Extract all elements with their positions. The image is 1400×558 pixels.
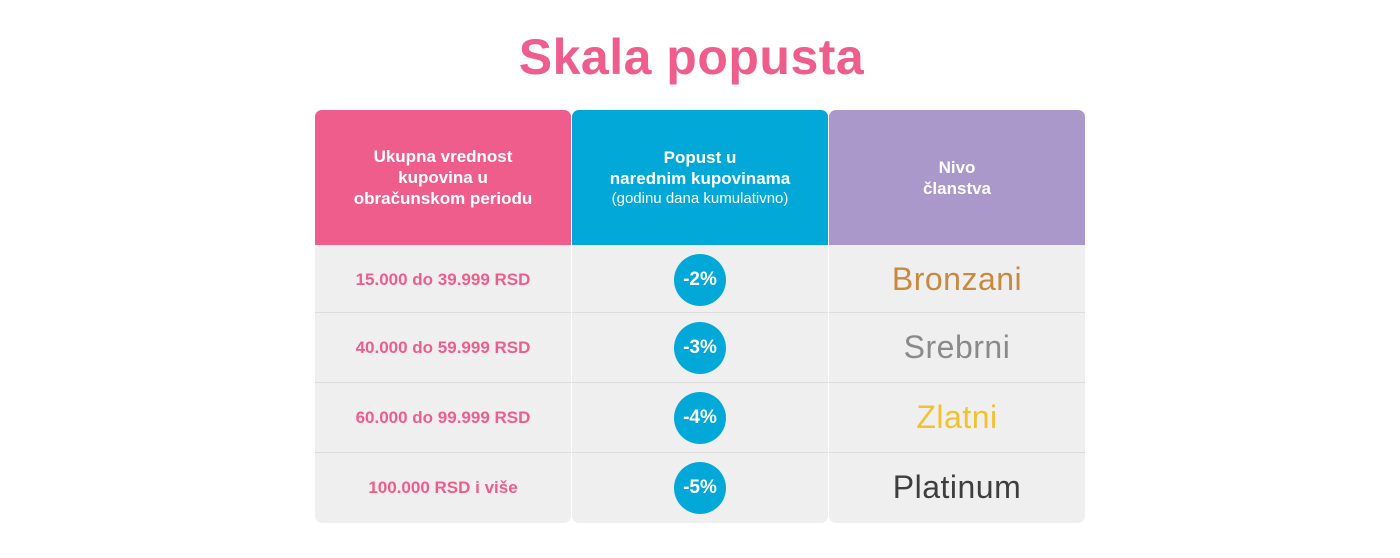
membership-column: Nivo članstva Bronzani Srebrni Zlatni Pl… (829, 110, 1085, 523)
membership-level: Srebrni (903, 329, 1011, 365)
header-line: Nivo (938, 157, 976, 177)
amount-value: 60.000 do 99.999 RSD (355, 407, 531, 427)
membership-cell: Srebrni (829, 312, 1085, 382)
amount-cell: 15.000 do 39.999 RSD (315, 245, 571, 314)
membership-cell: Bronzani (829, 245, 1085, 314)
header-line: narednim kupovinama (609, 168, 791, 188)
amount-value: 100.000 RSD i više (368, 477, 518, 497)
discount-badge: -4% (674, 391, 726, 444)
membership-level: Platinum (892, 469, 1022, 505)
discount-column-header: Popust u narednim kupovinama (godinu dan… (572, 110, 828, 245)
amount-column-header: Ukupna vrednost kupovina u obračunskom p… (315, 110, 571, 245)
amount-value: 40.000 do 59.999 RSD (355, 337, 531, 357)
amount-column: Ukupna vrednost kupovina u obračunskom p… (315, 110, 571, 523)
header-line: kupovina u (398, 168, 488, 187)
discount-cell: -5% (572, 452, 828, 522)
amount-cell: 60.000 do 99.999 RSD (315, 382, 571, 452)
header-line: članstva (922, 178, 992, 198)
amount-cell: 40.000 do 59.999 RSD (315, 312, 571, 382)
amount-value: 15.000 do 39.999 RSD (355, 269, 531, 289)
discount-badge: -2% (674, 253, 726, 306)
header-subtitle: (godinu dana kumulativno) (611, 189, 789, 207)
discount-cell: -4% (572, 382, 828, 452)
discount-badge: -3% (674, 321, 726, 374)
membership-cell: Platinum (829, 452, 1085, 522)
membership-level: Bronzani (891, 261, 1023, 297)
discount-badge: -5% (674, 461, 726, 514)
discount-cell: -2% (572, 245, 828, 314)
header-line: Popust u (663, 147, 737, 167)
discount-table: Ukupna vrednost kupovina u obračunskom p… (315, 110, 1085, 523)
amount-cell: 100.000 RSD i više (315, 452, 571, 522)
discount-column: Popust u narednim kupovinama (godinu dan… (572, 110, 828, 523)
header-line: Ukupna vrednost (373, 147, 513, 166)
membership-column-header: Nivo članstva (829, 110, 1085, 245)
membership-cell: Zlatni (829, 382, 1085, 452)
membership-level: Zlatni (916, 399, 998, 435)
discount-cell: -3% (572, 312, 828, 382)
page-title: Skala popusta (518, 29, 865, 85)
header-line: obračunskom periodu (353, 189, 533, 208)
